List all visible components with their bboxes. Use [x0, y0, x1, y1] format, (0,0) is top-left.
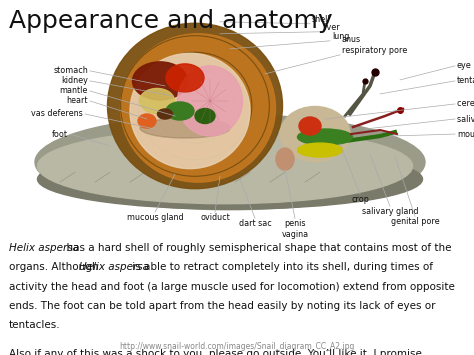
Ellipse shape [37, 129, 412, 204]
Text: shell: shell [312, 15, 331, 24]
Text: penis
vagina: penis vagina [282, 219, 309, 239]
Ellipse shape [195, 109, 215, 124]
Text: kidney: kidney [61, 76, 88, 86]
Text: salivary gland: salivary gland [362, 207, 418, 216]
Ellipse shape [166, 102, 194, 120]
Ellipse shape [139, 88, 174, 114]
Text: is able to retract completely into its shell, during times of: is able to retract completely into its s… [129, 262, 433, 272]
Ellipse shape [177, 66, 243, 136]
Ellipse shape [120, 34, 275, 182]
Text: http://www.snail-world.com/images/Snail_diagram_CC_A2.jpg: http://www.snail-world.com/images/Snail_… [119, 342, 355, 351]
Ellipse shape [166, 64, 204, 92]
Text: mouth: mouth [457, 130, 474, 138]
Text: dart sac: dart sac [238, 219, 272, 228]
Text: stomach: stomach [53, 66, 88, 75]
Text: lung: lung [332, 32, 349, 41]
Ellipse shape [130, 53, 250, 169]
Text: ends. The foot can be told apart from the head easily by noting its lack of eyes: ends. The foot can be told apart from th… [9, 301, 435, 311]
Text: cerebral ganglia: cerebral ganglia [457, 99, 474, 109]
Text: salivary duct: salivary duct [457, 115, 474, 124]
Ellipse shape [140, 118, 230, 138]
Ellipse shape [108, 23, 283, 189]
Text: heart: heart [66, 97, 88, 105]
Text: mucous gland: mucous gland [127, 213, 183, 222]
Ellipse shape [298, 143, 343, 157]
Text: liver: liver [322, 23, 340, 32]
Ellipse shape [299, 117, 321, 135]
Text: Also if any of this was a shock to you, please go outside. You’ll like it, I pro: Also if any of this was a shock to you, … [9, 349, 425, 355]
Text: has a hard shell of roughly semispherical shape that contains most of the: has a hard shell of roughly semispherica… [60, 243, 451, 253]
Text: Helix aspersa: Helix aspersa [9, 243, 79, 253]
Text: foot: foot [52, 130, 68, 138]
Ellipse shape [298, 129, 353, 145]
Ellipse shape [35, 115, 425, 210]
Ellipse shape [138, 114, 156, 128]
Ellipse shape [280, 106, 350, 162]
Ellipse shape [157, 109, 173, 119]
Text: mantle: mantle [60, 86, 88, 95]
Text: tentacles.: tentacles. [9, 320, 60, 330]
Text: genital pore: genital pore [391, 217, 439, 226]
Text: organs. Although: organs. Although [9, 262, 101, 272]
Text: crop: crop [351, 195, 369, 204]
Text: tentacle: tentacle [457, 76, 474, 86]
Ellipse shape [37, 149, 422, 209]
Text: anus
respiratory pore: anus respiratory pore [342, 36, 407, 55]
Text: activity the head and foot (a large muscle used for locomotion) extend from oppo: activity the head and foot (a large musc… [9, 282, 455, 291]
Text: Appearance and anatomy: Appearance and anatomy [9, 9, 332, 33]
Text: vas deferens: vas deferens [31, 109, 83, 119]
Ellipse shape [276, 148, 294, 170]
Text: oviduct: oviduct [200, 213, 230, 222]
Text: Helix aspersa: Helix aspersa [79, 262, 149, 272]
Ellipse shape [133, 62, 188, 100]
Text: eye: eye [457, 61, 472, 70]
